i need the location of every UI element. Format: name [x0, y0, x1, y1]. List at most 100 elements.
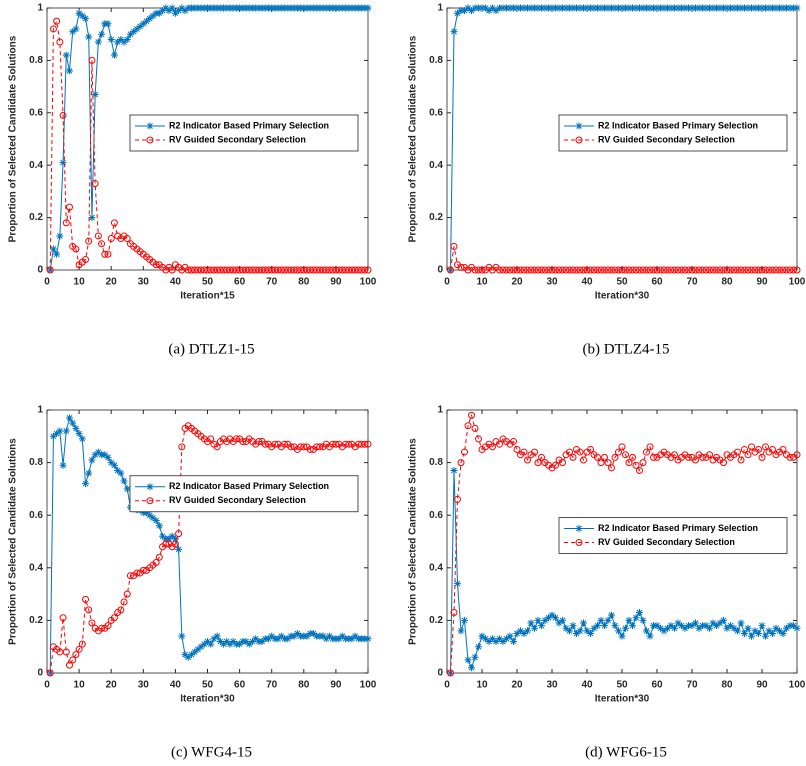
marker	[82, 14, 90, 22]
marker	[720, 266, 727, 274]
marker	[457, 459, 465, 467]
marker	[316, 443, 324, 451]
marker	[723, 266, 731, 274]
marker	[727, 622, 734, 630]
marker	[587, 445, 594, 453]
marker	[78, 640, 86, 648]
marker	[646, 443, 654, 451]
marker	[765, 627, 773, 635]
marker	[653, 266, 661, 274]
marker	[601, 453, 608, 461]
axes-box	[46, 409, 369, 674]
marker	[168, 532, 176, 540]
marker	[471, 653, 479, 661]
marker	[213, 443, 221, 451]
marker	[165, 7, 173, 15]
series-line	[49, 19, 368, 271]
y-tick-label: 0	[37, 265, 43, 276]
marker	[562, 624, 570, 632]
marker	[91, 180, 99, 188]
marker	[194, 645, 202, 653]
y-tick-label: 0.4	[29, 562, 43, 573]
marker	[741, 630, 748, 638]
marker	[204, 637, 211, 645]
marker	[538, 622, 545, 630]
marker	[454, 580, 461, 588]
marker	[713, 622, 720, 630]
marker	[730, 624, 738, 632]
marker	[175, 530, 183, 538]
marker	[580, 266, 587, 274]
marker	[769, 266, 776, 274]
marker	[264, 635, 272, 643]
marker	[110, 614, 118, 622]
marker	[65, 203, 73, 211]
marker	[632, 266, 640, 274]
marker	[104, 250, 112, 258]
marker	[758, 266, 766, 274]
y-tick-label: 0	[437, 668, 443, 679]
marker	[274, 635, 282, 643]
marker	[587, 630, 594, 638]
marker	[723, 624, 731, 632]
marker	[671, 451, 678, 459]
marker	[117, 606, 125, 614]
marker	[98, 624, 106, 632]
marker	[650, 453, 657, 461]
marker	[82, 480, 90, 488]
marker	[667, 622, 675, 630]
marker	[181, 651, 189, 659]
marker	[322, 635, 330, 643]
x-tick-label: 80	[721, 277, 733, 288]
marker	[226, 640, 234, 648]
marker	[159, 532, 167, 540]
marker	[104, 453, 112, 461]
marker	[91, 451, 99, 459]
marker	[146, 122, 154, 130]
marker	[622, 624, 629, 632]
marker	[575, 539, 583, 546]
marker	[744, 451, 752, 459]
marker	[576, 448, 584, 456]
x-tick-label: 0	[44, 680, 50, 691]
marker	[69, 28, 77, 36]
marker	[706, 451, 713, 459]
marker	[300, 443, 308, 451]
marker	[306, 445, 314, 453]
marker	[284, 635, 292, 643]
series-line	[450, 246, 797, 271]
marker	[248, 637, 256, 645]
marker	[496, 266, 503, 274]
marker	[123, 35, 131, 43]
marker	[587, 266, 594, 274]
y-tick-label: 1	[437, 3, 443, 14]
marker	[232, 435, 240, 443]
marker	[191, 648, 199, 656]
marker	[503, 266, 510, 274]
x-tick-label: 10	[74, 680, 86, 691]
x-tick-label: 60	[234, 680, 246, 691]
marker	[258, 637, 266, 645]
marker	[152, 559, 160, 567]
marker	[734, 266, 741, 274]
marker	[520, 266, 528, 274]
marker	[62, 219, 70, 227]
marker	[162, 540, 170, 548]
marker	[632, 614, 640, 622]
x-tick-label: 60	[651, 680, 663, 691]
marker	[56, 232, 64, 240]
x-tick-label: 80	[298, 680, 310, 691]
marker	[143, 509, 151, 517]
marker	[290, 632, 298, 640]
y-tick-label: 0.4	[429, 160, 443, 171]
marker	[660, 266, 668, 274]
marker	[175, 545, 183, 553]
marker	[335, 635, 343, 643]
marker	[447, 669, 454, 677]
marker	[629, 266, 636, 274]
y-tick-label: 0.6	[29, 107, 43, 118]
caption: (b) DTLZ4-15	[582, 341, 669, 357]
x-tick-label: 60	[651, 277, 663, 288]
marker	[671, 624, 678, 632]
